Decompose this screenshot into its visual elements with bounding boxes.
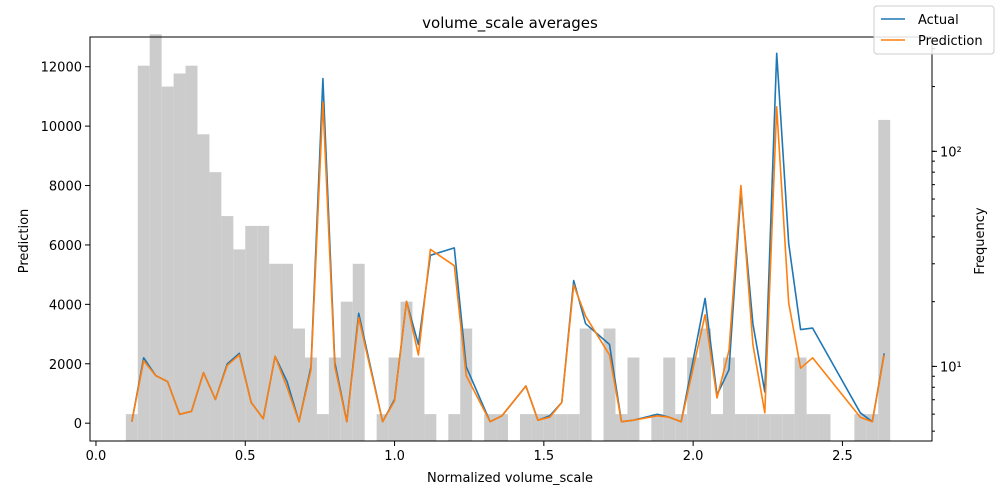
- histogram-bar: [878, 119, 891, 442]
- histogram-bar: [866, 414, 879, 441]
- histogram-bar: [424, 414, 437, 441]
- histogram-bar: [209, 172, 222, 441]
- histogram-bar: [233, 249, 246, 441]
- histogram-bar: [615, 414, 628, 441]
- histogram-bar: [352, 263, 365, 441]
- histogram-bar: [603, 328, 616, 441]
- histogram-bar: [304, 357, 317, 441]
- histogram-bar: [484, 414, 497, 441]
- histogram-bar: [412, 357, 425, 441]
- histogram-bar: [173, 73, 186, 442]
- x-axis-label: Normalized volume_scale: [427, 471, 593, 486]
- y-tick-label: 2000: [49, 358, 82, 373]
- y-axis-label: Prediction: [17, 209, 32, 274]
- x-tick-label: 0.0: [86, 449, 107, 464]
- histogram-bar: [161, 86, 174, 441]
- histogram-bar: [245, 225, 258, 441]
- y-tick-label: 8000: [49, 180, 82, 195]
- y-tick-label: 10000: [41, 120, 82, 135]
- histogram-bar: [281, 263, 294, 441]
- histogram-bar: [699, 328, 712, 441]
- histogram-bar: [770, 414, 783, 441]
- histogram-bar: [794, 357, 807, 441]
- histogram-bar: [579, 328, 592, 441]
- histogram-bar: [149, 34, 162, 442]
- histogram-bar: [185, 65, 198, 441]
- histogram-bar: [734, 414, 747, 441]
- y-tick-label: 4000: [49, 298, 82, 313]
- histogram-bar: [269, 263, 282, 441]
- histogram-bar: [818, 414, 831, 441]
- histogram-bar: [376, 414, 389, 441]
- x-tick-label: 1.0: [384, 449, 405, 464]
- histogram-bar: [663, 357, 676, 441]
- histogram-bar: [340, 301, 353, 441]
- histogram-bar: [519, 414, 532, 441]
- y-tick-label: 6000: [49, 239, 82, 254]
- histogram-bar: [782, 414, 795, 441]
- histogram-bar: [854, 414, 867, 441]
- legend-box: [873, 5, 995, 55]
- histogram-bar: [806, 414, 819, 441]
- histogram-bar: [400, 301, 413, 441]
- histogram-bar: [746, 414, 759, 441]
- histogram-bar: [675, 414, 688, 441]
- y2-tick-label: 10²: [940, 145, 962, 160]
- histogram-bar: [293, 328, 305, 441]
- x-tick-label: 2.5: [832, 449, 853, 464]
- histogram-bar: [758, 414, 771, 441]
- histogram-bar: [221, 216, 234, 441]
- histogram-bar: [687, 357, 700, 441]
- histogram-bar: [460, 328, 473, 441]
- legend-actual-label: Actual: [918, 13, 959, 28]
- x-tick-label: 0.5: [235, 449, 256, 464]
- histogram-bar: [197, 134, 210, 442]
- histogram-bar: [711, 414, 723, 441]
- chart-title: volume_scale averages: [422, 14, 598, 33]
- histogram-bar: [543, 414, 556, 441]
- histogram-bar: [531, 414, 544, 441]
- series-lines: [131, 52, 885, 423]
- histogram-bar: [137, 65, 150, 441]
- y2-axis-label: Frequency: [973, 207, 988, 274]
- histogram-bar: [316, 414, 329, 441]
- histogram-bar: [555, 414, 568, 441]
- y-axis: 0 2000 4000 6000 8000 10000 12000: [41, 61, 90, 432]
- legend-prediction-label: Prediction: [918, 34, 983, 49]
- legend: Actual Prediction: [873, 5, 995, 55]
- histogram-bar: [722, 357, 735, 441]
- histogram-bar: [448, 414, 461, 441]
- x-axis: 0.0 0.5 1.0 1.5 2.0 2.5: [86, 441, 853, 464]
- series-line-prediction: [131, 101, 885, 423]
- histogram-bar: [567, 414, 580, 441]
- histogram-bar: [257, 225, 270, 441]
- y2-axis: 10¹ 10²: [932, 48, 962, 432]
- histogram-bar: [627, 357, 640, 441]
- histogram-bar: [328, 357, 341, 441]
- x-tick-label: 2.0: [683, 449, 704, 464]
- y-tick-label: 12000: [41, 61, 82, 76]
- histogram-bar: [496, 414, 509, 441]
- histogram-bars: [125, 34, 891, 442]
- y2-tick-label: 10¹: [940, 360, 962, 375]
- histogram-bar: [125, 414, 138, 441]
- histogram-bar: [651, 414, 664, 441]
- y-tick-label: 0: [74, 417, 82, 432]
- plot-frame: [89, 36, 933, 442]
- x-tick-label: 1.5: [534, 449, 555, 464]
